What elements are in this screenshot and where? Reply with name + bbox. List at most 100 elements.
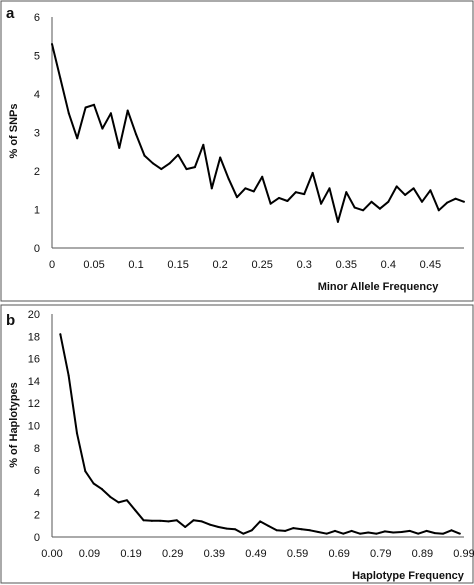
panel-a-data-point [135, 133, 138, 136]
panel-b-data-point [192, 519, 195, 522]
panel-a-x-tick-label: 0.25 [251, 259, 272, 271]
panel-a-data-point [463, 200, 465, 203]
panel-a-data-point [336, 220, 339, 223]
panel-b-x-tick-label: 0.49 [245, 548, 266, 560]
panel-a-chart: a % of SNPs Minor Allele Frequency 0 1 2 3 4… [0, 0, 474, 302]
panel-b-data-point [259, 520, 262, 523]
panel-a-data-point [193, 166, 196, 169]
panel-b-data-point [358, 532, 361, 535]
panel-b-data-point [200, 520, 203, 523]
panel-b-x-tick-label: 0.79 [370, 548, 391, 560]
panel-b-y-tick-label: 8 [34, 443, 40, 455]
panel-a-data-point [303, 193, 306, 196]
panel-b-x-ticks: 0.00 0.09 0.19 0.29 0.39 0.49 0.59 0.69 0.79 0.89… [41, 548, 474, 560]
panel-b-x-tick-label: 0.39 [204, 548, 225, 560]
panel-b-data-point [325, 532, 328, 535]
panel-b-data-point [125, 499, 128, 502]
panel-a-series-line [51, 43, 465, 223]
panel-b-x-tick-label: 0.19 [120, 548, 141, 560]
panel-a-y-tick-label: 2 [34, 166, 40, 178]
panel-b-y-tick-label: 10 [28, 421, 40, 433]
panel-b-data-point [142, 519, 145, 522]
panel-a-data-point [446, 201, 449, 204]
panel-a-data-point [286, 200, 289, 203]
panel-b-data-point [134, 509, 137, 512]
panel-a-x-tick-label: 0.4 [381, 259, 396, 271]
panel-b-data-point [242, 532, 245, 535]
panel-a-data-point [235, 196, 238, 199]
panel-b-data-point [450, 529, 453, 532]
panel-a-data-point [202, 143, 205, 146]
panel-a-data-point [101, 127, 104, 130]
panel-b-data-point [350, 529, 353, 532]
panel-a-data-point [177, 153, 180, 156]
panel-a-x-tick-label: 0 [49, 259, 55, 271]
panel-a-data-point [84, 106, 87, 109]
panel-b-data-point [150, 519, 153, 522]
panel-b-data-point [367, 531, 370, 534]
panel-b-x-tick-label: 0.00 [41, 548, 62, 560]
panel-b-data-point [400, 530, 403, 533]
panel-a-data-point [118, 146, 121, 149]
panel-a-data-point [168, 162, 171, 165]
panel-a-y-tick-label: 5 [34, 51, 40, 63]
panel-b-x-tick-label: 0.99 [453, 548, 474, 560]
panel-a-data-point [261, 175, 264, 178]
panel-a-x-tick-label: 0.35 [336, 259, 357, 271]
panel-a-x-tick-label: 0.05 [83, 259, 104, 271]
panel-a-data-point [210, 187, 213, 190]
panel-a-data-point [362, 209, 365, 212]
panel-a-data-point [93, 103, 96, 106]
panel-b-data-point [458, 532, 461, 535]
panel-a-data-point [244, 187, 247, 190]
panel-b-y-tick-label: 2 [34, 510, 40, 522]
panel-a-data-point [353, 206, 356, 209]
panel-a-data-point [252, 190, 255, 193]
panel-b-data-point [317, 530, 320, 533]
panel-a-y-tick-label: 6 [34, 12, 40, 24]
panel-a-data-point [454, 197, 457, 200]
panel-b-data-point [392, 531, 395, 534]
panel-b-x-tick-label: 0.89 [412, 548, 433, 560]
panel-b-data-point [267, 524, 270, 527]
panel-a-data-point [109, 112, 112, 115]
panel-b-data-point [442, 532, 445, 535]
panel-a-data-point [278, 196, 281, 199]
panel-a-data-point [328, 187, 331, 190]
panel-b-data-point [408, 529, 411, 532]
panel-b-y-tick-label: 14 [28, 376, 40, 388]
panel-a-data-point [126, 109, 129, 112]
panel-b-data-point [300, 528, 303, 531]
panel-a-x-tick-label: 0.45 [420, 259, 441, 271]
panel-a-data-point [269, 202, 272, 205]
panel-a-y-ticks: 0 1 2 3 4 5 6 [34, 12, 40, 255]
panel-b-y-tick-label: 0 [34, 532, 40, 544]
panel-a-data-point [378, 207, 381, 210]
panel-a-data-point [185, 168, 188, 171]
panel-b-data-point [167, 520, 170, 523]
panel-a-data-point [51, 42, 53, 45]
panel-b-data-point [383, 530, 386, 533]
panel-b-x-tick-label: 0.69 [328, 548, 349, 560]
panel-a-data-point [429, 189, 432, 192]
panel-a-y-tick-label: 1 [34, 205, 40, 217]
panel-a-data-point [320, 202, 323, 205]
panel-a-x-ticks: 0 0.05 0.1 0.15 0.2 0.25 0.3 0.35 0.4 0.45 [49, 259, 441, 271]
panel-b-chart: b % of Haplotypes Haplotype Frequency 0 2… [0, 304, 474, 584]
panel-a-data-point [227, 177, 230, 180]
panel-b-data-point [417, 532, 420, 535]
panel-b-data-point [425, 529, 428, 532]
panel-b-y-axis-title: % of Haplotypes [8, 382, 20, 468]
panel-b-y-tick-label: 6 [34, 465, 40, 477]
panel-a-y-tick-label: 3 [34, 128, 40, 140]
panel-a-data-point [59, 77, 62, 80]
panel-a-x-tick-label: 0.2 [213, 259, 228, 271]
panel-a-data-point [420, 200, 423, 203]
panel-b-data-point [309, 529, 312, 532]
panel-a-y-tick-label: 4 [34, 89, 40, 101]
panel-b-data-point [92, 482, 95, 485]
panel-a-data-point [294, 191, 297, 194]
panel-b-frame [0, 304, 474, 584]
panel-a-x-tick-label: 0.3 [297, 259, 312, 271]
panel-b-data-point [67, 374, 70, 377]
